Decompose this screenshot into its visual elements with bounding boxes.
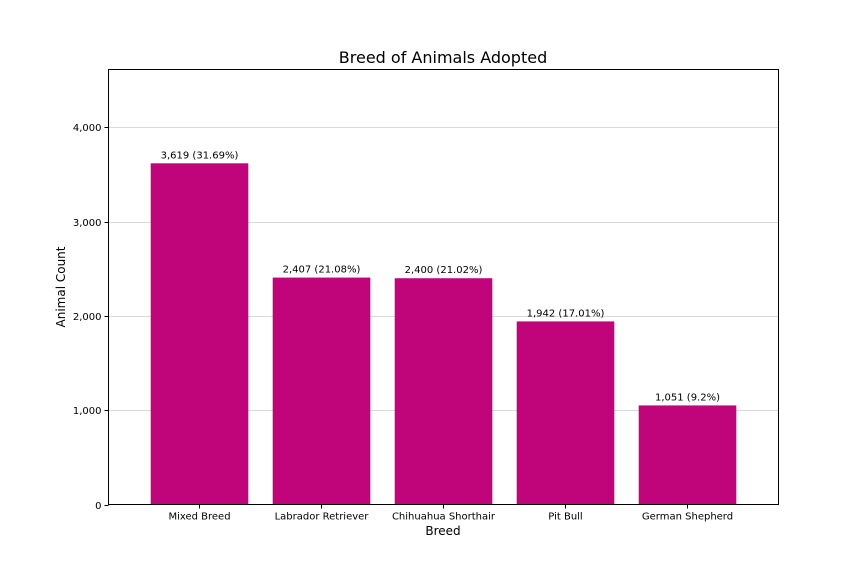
bar-value-label: 3,619 (31.69%)	[161, 150, 239, 161]
bar	[638, 405, 737, 505]
bar	[394, 278, 493, 505]
x-tick-label: Chihuahua Shorthair	[392, 512, 496, 523]
bar-value-label: 2,407 (21.08%)	[283, 265, 361, 276]
x-tick-label: Pit Bull	[548, 512, 582, 523]
y-tick-label: 1,000	[73, 406, 102, 417]
y-tick-label: 4,000	[73, 123, 102, 134]
y-tick-label: 2,000	[73, 312, 102, 323]
bar-value-label: 2,400 (21.02%)	[405, 265, 483, 276]
y-tick-label: 3,000	[73, 218, 102, 229]
bar	[150, 163, 249, 505]
x-tick-label: Labrador Retriever	[275, 512, 370, 523]
x-tick-label: Mixed Breed	[168, 512, 230, 523]
y-tick-label: 0	[95, 501, 101, 512]
x-tick-label: German Shepherd	[642, 512, 733, 523]
y-axis-label: Animal Count	[54, 246, 68, 327]
chart-title: Breed of Animals Adopted	[339, 48, 547, 67]
bar-value-label: 1,051 (9.2%)	[655, 392, 720, 403]
bars	[150, 163, 737, 505]
bar-value-label: 1,942 (17.01%)	[527, 308, 605, 319]
x-axis-ticks: Mixed Breed Labrador Retriever Chihuahua S…	[168, 504, 733, 523]
bar	[272, 277, 371, 505]
bar	[516, 321, 615, 505]
data-labels: 3,619 (31.69%) 2,407 (21.08%) 2,400 (21.02…	[161, 150, 720, 403]
x-axis-label: Breed	[425, 524, 460, 538]
y-axis-ticks: 0 1,000 2,000 3,000 4,000	[73, 123, 109, 512]
